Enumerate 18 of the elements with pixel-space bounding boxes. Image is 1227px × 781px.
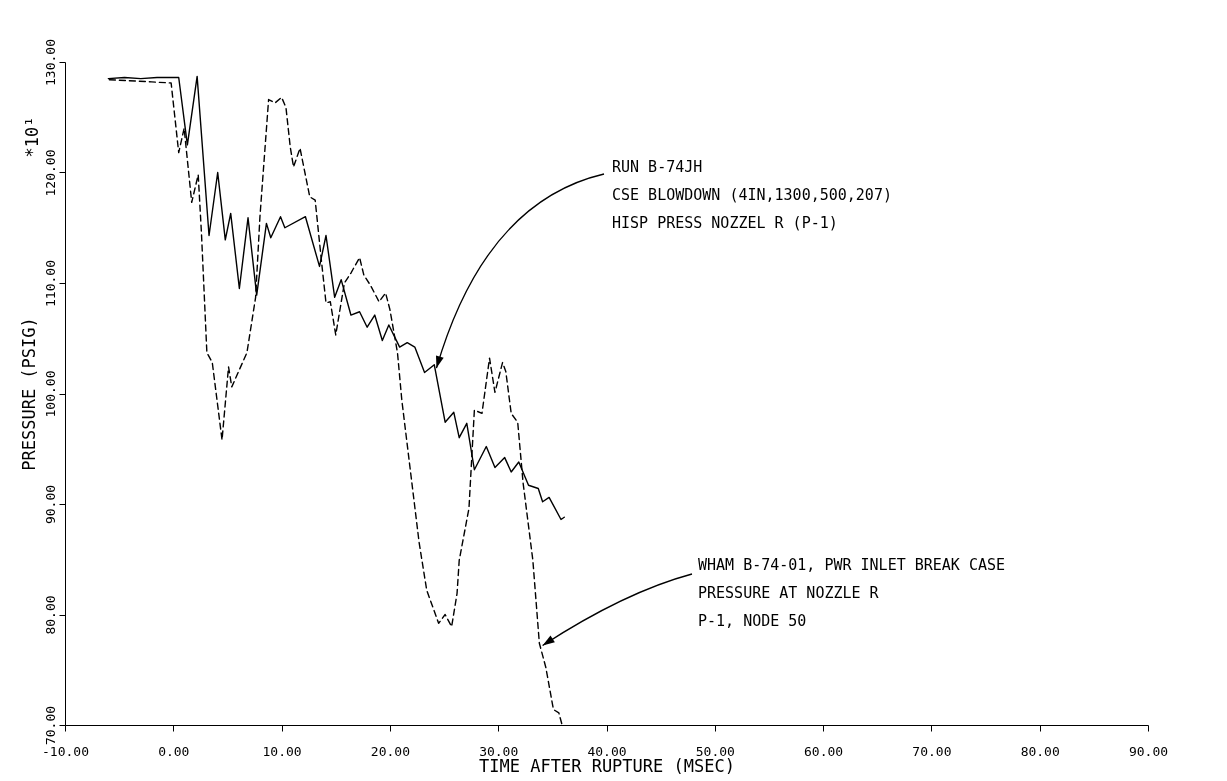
x-tick-label: 60.00 [804, 743, 844, 759]
x-tick-label: 20.00 [370, 743, 410, 759]
y-tick-label: 120.00 [42, 149, 58, 197]
y-tick-label: 100.00 [42, 370, 58, 418]
annotation: WHAM B-74-01, PWR INLET BREAK CASE PRESSURE AT NOZZLE R P-1, NODE 50 [698, 556, 1006, 630]
x-tick-label: 0.00 [158, 743, 190, 759]
text: *10¹ [22, 116, 42, 158]
y-tick-label: 130.00 [42, 39, 58, 86]
y-tick-label: 80.00 [42, 595, 58, 635]
annotation: RUN B-74JH CSE BLOWDOWN (4IN,1300,500,207) HISP PRESS NOZZEL R (P-1) [612, 158, 892, 232]
x-tick-label: 70.00 [912, 743, 952, 759]
y-tick-label: 110.00 [42, 260, 58, 307]
x-tick-label: 80.00 [1020, 743, 1060, 759]
x-tick-label: -10.00 [42, 743, 89, 759]
y-tick-label: 90.00 [42, 484, 58, 525]
x-tick-label: 10.00 [262, 743, 302, 759]
y-axis-title: PRESSURE (PSIG) [18, 317, 39, 471]
x-tick-label: 90.00 [1128, 743, 1169, 759]
